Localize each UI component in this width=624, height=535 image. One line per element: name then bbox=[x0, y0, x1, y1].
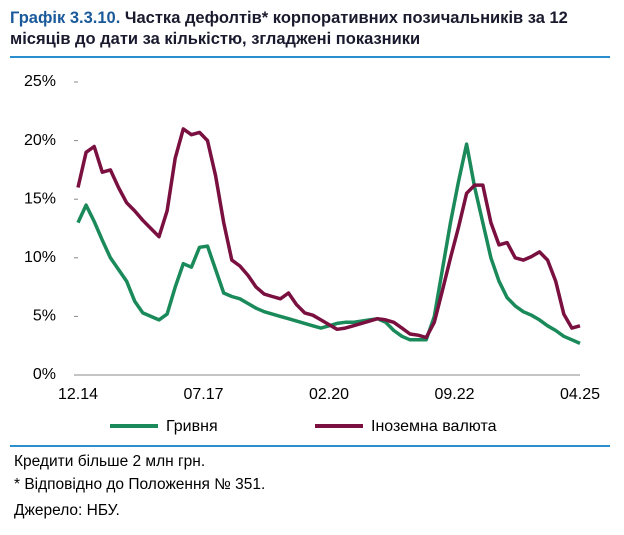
y-tick-label: 20% bbox=[24, 132, 56, 149]
rule bbox=[10, 445, 610, 447]
title-block: Графік 3.3.10. Частка дефолтів* корпорат… bbox=[10, 8, 610, 50]
series-line bbox=[76, 127, 581, 340]
rule bbox=[10, 56, 610, 58]
y-tick-label: 15% bbox=[24, 190, 56, 207]
legend-label: Іноземна валюта bbox=[371, 418, 497, 435]
note: * Відповідно до Положення № 351. bbox=[14, 476, 266, 493]
y-tick-label: 10% bbox=[24, 249, 56, 266]
title-label: Графік 3.3.10. bbox=[10, 9, 121, 27]
chart: 0% 5% 10% 15% 20% 25% 12.14 07.17 02.20 09.22 04.2… bbox=[24, 73, 600, 435]
y-tick-label: 5% bbox=[33, 308, 56, 325]
x-tick-label: 07.17 bbox=[183, 386, 223, 403]
y-tick-label: 25% bbox=[24, 73, 56, 90]
chart-title: Частка дефолтів* корпоративних позичальн… bbox=[10, 9, 568, 48]
x-tick-label: 12.14 bbox=[58, 386, 98, 403]
note: Джерело: НБУ. bbox=[14, 502, 120, 519]
x-tick-label: 09.22 bbox=[434, 386, 474, 403]
y-tick-label: 0% bbox=[33, 366, 56, 383]
note: Кредити більше 2 млн грн. bbox=[14, 453, 206, 470]
x-tick-label: 04.25 bbox=[560, 386, 600, 403]
x-tick-label: 02.20 bbox=[309, 386, 349, 403]
legend-label: Гривня bbox=[166, 418, 218, 435]
